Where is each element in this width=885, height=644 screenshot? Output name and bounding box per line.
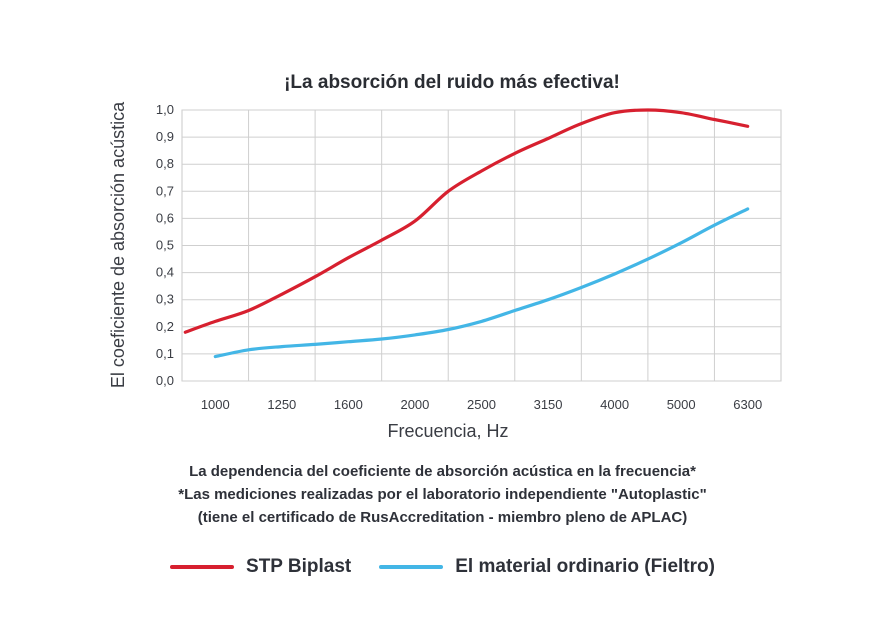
legend-swatch-blue bbox=[379, 565, 444, 569]
x-tick-label: 6300 bbox=[733, 397, 762, 412]
x-tick-label: 1600 bbox=[334, 397, 363, 412]
legend-item-stp-biplast: STP Biplast bbox=[170, 556, 351, 578]
y-tick-labels: 0,0 0,1 0,2 0,3 0,4 0,5 0,6 0,7 0,8 0,9 1,0 bbox=[156, 102, 174, 388]
x-tick-label: 4000 bbox=[600, 397, 629, 412]
y-tick-label: 0,3 bbox=[156, 292, 174, 307]
y-tick-label: 0,9 bbox=[156, 129, 174, 144]
x-tick-label: 5000 bbox=[667, 397, 696, 412]
x-tick-label: 1250 bbox=[267, 397, 296, 412]
x-tick-label: 2000 bbox=[400, 397, 429, 412]
x-tick-label: 2500 bbox=[467, 397, 496, 412]
y-tick-label: 1,0 bbox=[156, 102, 174, 117]
note-line-1: La dependencia del coeficiente de absorc… bbox=[189, 463, 696, 480]
legend-swatch-red bbox=[170, 565, 235, 569]
y-tick-label: 0,1 bbox=[156, 346, 174, 361]
series-line-fieltro bbox=[213, 207, 750, 359]
note-line-3: (tiene el certificado de RusAccreditatio… bbox=[197, 509, 688, 526]
legend-label-fieltro: El material ordinario (Fieltro) bbox=[455, 556, 715, 577]
x-tick-label: 1000 bbox=[201, 397, 230, 412]
y-tick-label: 0,2 bbox=[156, 319, 174, 334]
y-axis-label: El coeficiente de absorción acústica bbox=[108, 101, 128, 388]
y-tick-label: 0,0 bbox=[156, 373, 174, 388]
series-line-stp-biplast bbox=[183, 108, 750, 334]
x-axis-label: Frecuencia, Hz bbox=[387, 421, 508, 441]
absorption-chart: ¡La absorción del ruido más efectiva! 0,… bbox=[108, 72, 782, 441]
chart-title: ¡La absorción del ruido más efectiva! bbox=[284, 72, 620, 93]
y-tick-label: 0,6 bbox=[156, 210, 174, 225]
y-tick-label: 0,8 bbox=[156, 156, 174, 171]
y-tick-label: 0,7 bbox=[156, 183, 174, 198]
chart-grid bbox=[181, 109, 782, 382]
legend-label-stp-biplast: STP Biplast bbox=[246, 556, 352, 577]
legend: STP Biplast El material ordinario (Fielt… bbox=[0, 556, 885, 578]
chart-notes: La dependencia del coeficiente de absorc… bbox=[0, 460, 885, 529]
x-tick-label: 3150 bbox=[534, 397, 563, 412]
x-tick-labels: 1000 1250 1600 2000 2500 3150 4000 5000 6300 bbox=[201, 397, 762, 412]
note-line-2: *Las mediciones realizadas por el labora… bbox=[178, 486, 707, 503]
chart-series bbox=[183, 108, 750, 359]
y-tick-label: 0,5 bbox=[156, 238, 174, 253]
legend-item-fieltro: El material ordinario (Fieltro) bbox=[379, 556, 715, 578]
y-tick-label: 0,4 bbox=[156, 265, 174, 280]
